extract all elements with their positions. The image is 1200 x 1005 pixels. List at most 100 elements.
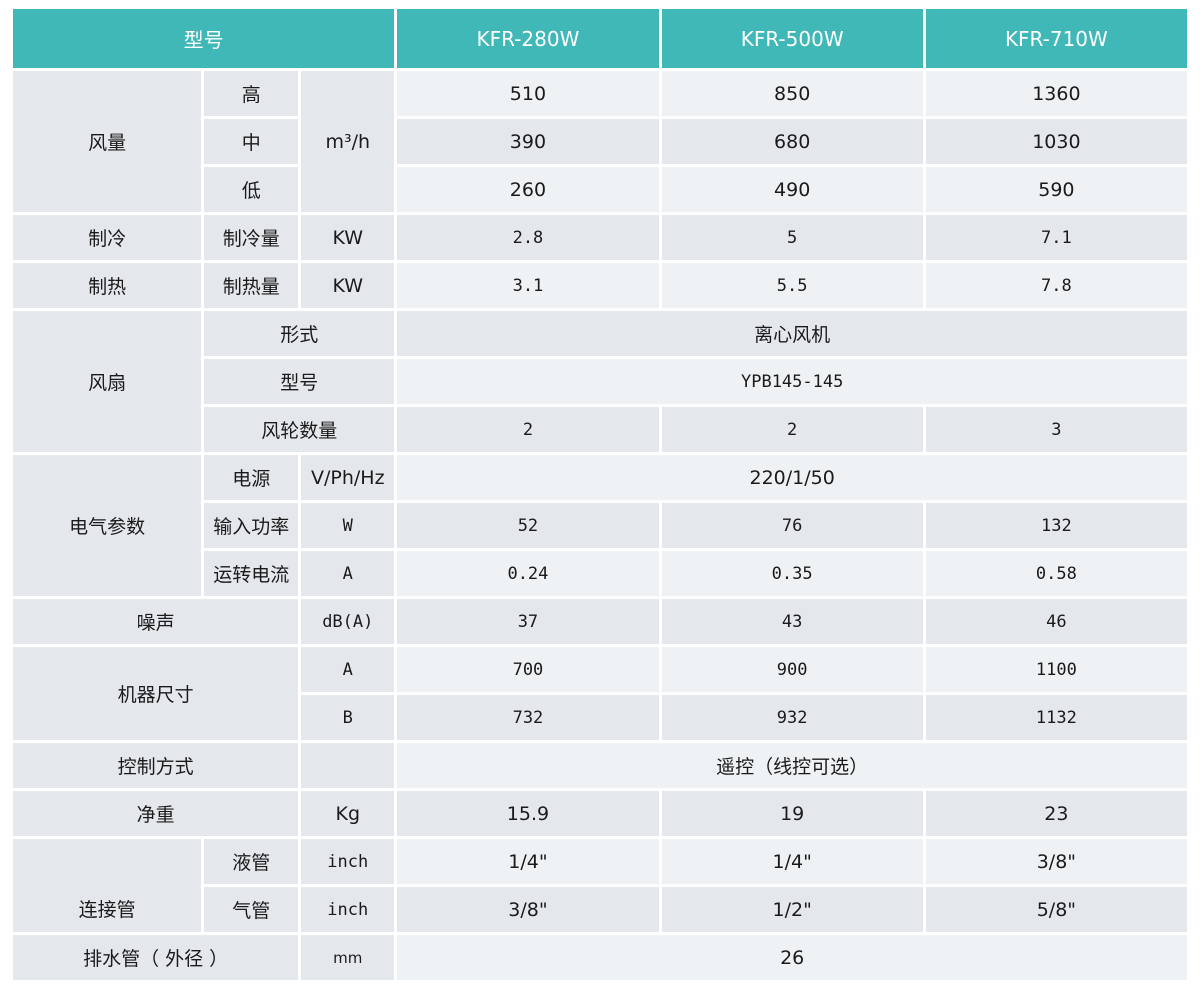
sub-label: 中 [204,119,299,164]
value-cell: 1/2" [661,887,923,932]
unit: KW [301,215,395,260]
table-row: 连接管 液管 inch 1/4" 1/4" 3/8" [13,839,1187,932]
value-cell: 43 [661,599,923,644]
row-label: 机器尺寸 [13,647,299,740]
table-row: B 732 932 1132 [13,695,1187,740]
row-label: 连接管 [13,839,202,932]
table-row: 净重 Kg 15.9 19 23 [13,791,1187,836]
table-row: 中 390 680 1030 [13,119,1187,164]
row-label: 风扇 [13,311,202,452]
value-cell: 52 [397,503,659,548]
value-cell: 2 [661,407,923,452]
value-cell: 132 [925,503,1187,548]
unit [301,743,395,788]
sub-label: 制冷量 [204,215,299,260]
value-cell: 0.35 [661,551,923,596]
unit: m³/h [301,71,395,212]
value-cell: 3 [925,407,1187,452]
table-row: 风量 高 m³/h 510 850 1360 [13,71,1187,212]
unit: Kg [301,791,395,836]
value-cell: 490 [661,167,923,212]
table-row: 风扇 形式 离心风机 [13,311,1187,452]
table-row: 运转电流 A 0.24 0.35 0.58 [13,551,1187,596]
value-cell: 1360 [925,71,1187,116]
sub-label: 制热量 [204,263,299,308]
value-cell: YPB145-145 [397,359,1187,404]
value-cell: 220/1/50 [397,455,1187,500]
model-column: KFR-500W [661,9,923,68]
value-cell: 932 [661,695,923,740]
value-cell: 700 [397,647,659,692]
sub-label: 输入功率 [204,503,299,548]
value-cell: 7.1 [925,215,1187,260]
table-row: 制冷 制冷量 KW 2.8 5 7.1 [13,215,1187,260]
value-cell: 7.8 [925,263,1187,308]
value-cell: 590 [925,167,1187,212]
table-row: 风轮数量 2 2 3 [13,407,1187,452]
row-label: 电气参数 [13,455,202,596]
row-label: 制冷 [13,215,202,260]
table-row: 机器尺寸 A 700 900 1100 [13,647,1187,740]
sub-label: 低 [204,167,299,212]
row-label: 净重 [13,791,299,836]
value-cell: 3/8" [925,839,1187,884]
value-cell: 76 [661,503,923,548]
value-cell: 0.24 [397,551,659,596]
value-cell: 23 [925,791,1187,836]
table-row: 气管 inch 3/8" 1/2" 5/8" [13,887,1187,932]
value-cell: 5/8" [925,887,1187,932]
value-cell: 1030 [925,119,1187,164]
table-row: 电气参数 电源 V/Ph/Hz 220/1/50 [13,455,1187,596]
value-cell: 1132 [925,695,1187,740]
value-cell: 3/8" [397,887,659,932]
unit: dB(A) [301,599,395,644]
sub-label: 高 [204,71,299,116]
value-cell: 850 [661,71,923,116]
table-row: 低 260 490 590 [13,167,1187,212]
unit: V/Ph/Hz [301,455,395,500]
table-row: 控制方式 遥控（线控可选） [13,743,1187,788]
sub-label: 形式 [204,311,395,356]
value-cell: 15.9 [397,791,659,836]
value-cell: 离心风机 [397,311,1187,356]
value-cell: 遥控（线控可选） [397,743,1187,788]
table-row: 输入功率 W 52 76 132 [13,503,1187,548]
sub-label: 气管 [204,887,299,932]
table-row: 噪声 dB(A) 37 43 46 [13,599,1187,644]
row-label: 控制方式 [13,743,299,788]
value-cell: 19 [661,791,923,836]
model-header: 型号 [13,9,395,68]
value-cell: 2.8 [397,215,659,260]
value-cell: 732 [397,695,659,740]
unit: KW [301,263,395,308]
value-cell: 390 [397,119,659,164]
unit: inch [301,887,395,932]
value-cell: 46 [925,599,1187,644]
table-row: 型号 YPB145-145 [13,359,1187,404]
value-cell: 26 [397,935,1187,980]
sub-label: 液管 [204,839,299,884]
unit: A [301,551,395,596]
value-cell: 3.1 [397,263,659,308]
value-cell: 1/4" [661,839,923,884]
row-label: 排水管（ 外径 ） [13,935,299,980]
value-cell: 5 [661,215,923,260]
sub-label: 型号 [204,359,395,404]
unit: W [301,503,395,548]
value-cell: 0.58 [925,551,1187,596]
value-cell: 510 [397,71,659,116]
value-cell: 680 [661,119,923,164]
sub-label: 运转电流 [204,551,299,596]
table-row: 排水管（ 外径 ） mm 26 [13,935,1187,980]
model-column: KFR-280W [397,9,659,68]
header-row: 型号 KFR-280W KFR-500W KFR-710W [13,9,1187,68]
row-label: 风量 [13,71,202,212]
unit: B [301,695,395,740]
value-cell: 260 [397,167,659,212]
table-row: 制热 制热量 KW 3.1 5.5 7.8 [13,263,1187,308]
value-cell: 1/4" [397,839,659,884]
spec-table: 型号 KFR-280W KFR-500W KFR-710W 风量 高 m³/h … [10,6,1190,983]
value-cell: 900 [661,647,923,692]
value-cell: 5.5 [661,263,923,308]
value-cell: 37 [397,599,659,644]
